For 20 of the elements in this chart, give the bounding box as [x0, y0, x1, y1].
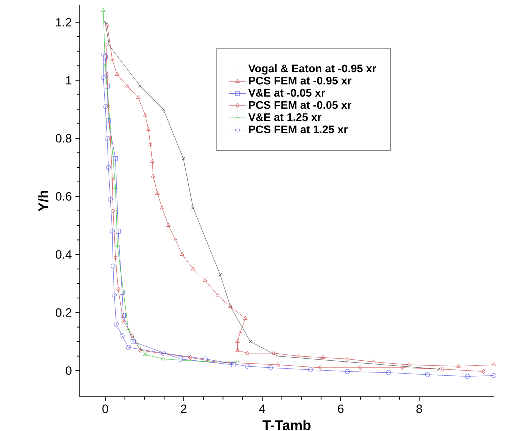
- y-tick-label: 1: [66, 76, 72, 85]
- y-tick-label: 0.2: [56, 308, 72, 318]
- x-tick-label: 0: [102, 404, 108, 414]
- legend-label: PCS FEM at -0.05 xr: [249, 101, 352, 110]
- x-tick-label: 4: [259, 404, 266, 414]
- x-tick-label: 8: [416, 404, 422, 414]
- x-axis-title: T-Tamb: [262, 420, 311, 430]
- x-tick-label: 2: [181, 404, 187, 414]
- x-tick-label: 6: [338, 404, 344, 414]
- y-tick-label: 0.4: [56, 250, 72, 259]
- legend-label: PCS FEM at 1.25 xr: [249, 126, 348, 134]
- legend-label: PCS FEM at -0.95 xr: [249, 76, 352, 85]
- legend-label: Vogal & Eaton at -0.95 xr: [248, 64, 376, 75]
- legend-label: V&E at 1.25 xr: [248, 114, 322, 122]
- y-axis-title: Y/h: [38, 190, 49, 212]
- y-tick-label: 0.6: [56, 192, 72, 201]
- y-tick-label: 1.2: [56, 18, 72, 27]
- legend-label: V&E at -0.05 xr: [248, 89, 326, 97]
- y-tick-label: 0: [66, 366, 72, 376]
- y-tick-label: 0.8: [56, 134, 72, 143]
